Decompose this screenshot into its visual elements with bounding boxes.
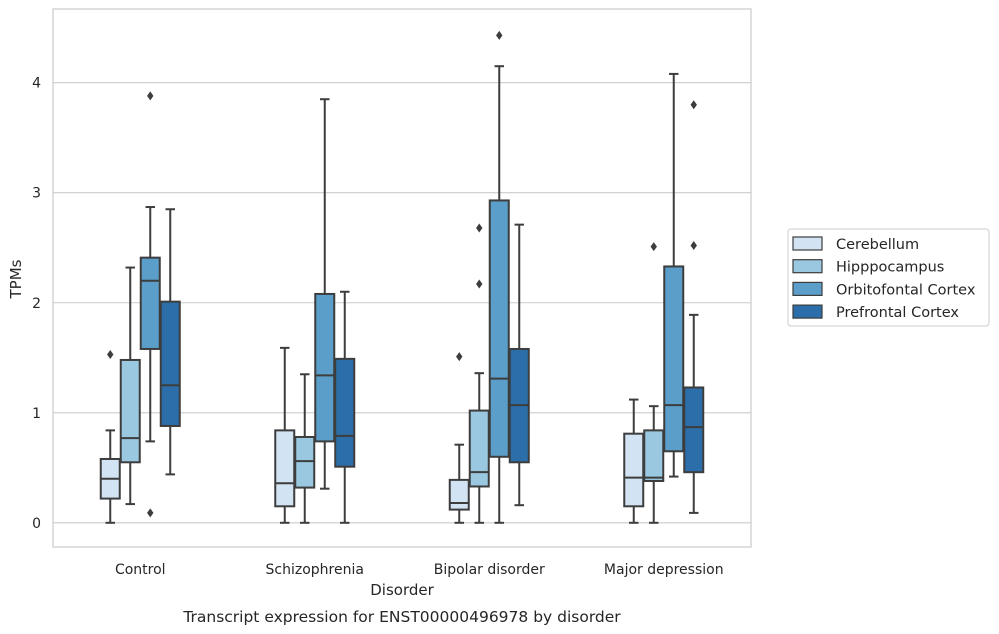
box <box>663 265 685 453</box>
x-tick-label: Schizophrenia <box>266 562 364 578</box>
y-tick-label: 2 <box>32 296 41 312</box>
x-axis-label: Disorder <box>370 581 434 599</box>
x-axis-ticks: Control Schizophrenia Bipolar disorder Majo… <box>115 562 724 578</box>
outlier-marker <box>690 100 697 110</box>
x-tick-label: Major depression <box>604 562 724 578</box>
box <box>274 429 296 508</box>
y-tick-label: 0 <box>32 516 41 532</box>
box-group <box>274 346 296 524</box>
box-group <box>448 352 470 524</box>
x-tick-label: Control <box>115 562 166 578</box>
legend-label: Orbitofontal Cortex <box>836 282 976 298</box>
y-axis-ticks: 0 1 2 3 4 <box>32 76 41 532</box>
outlier-marker <box>496 30 503 40</box>
box-group <box>468 223 490 524</box>
box <box>334 357 356 468</box>
legend-label: Prefrontal Cortex <box>836 305 959 321</box>
box <box>139 256 161 350</box>
legend-swatch <box>792 259 823 274</box>
box-group <box>508 223 530 507</box>
box-group <box>314 98 336 490</box>
outlier-marker <box>690 241 697 251</box>
legend: Cerebellum Hipppocampus Orbitofontal Corte… <box>787 228 990 327</box>
outlier-marker <box>147 508 154 518</box>
plot-frame <box>52 8 752 548</box>
box-group <box>643 242 665 524</box>
legend-label: Hipppocampus <box>836 260 944 276</box>
box <box>683 386 705 474</box>
legend-label: Cerebellum <box>836 237 919 253</box>
box <box>119 358 141 464</box>
outlier-marker <box>476 279 483 289</box>
box-group <box>139 91 161 518</box>
legend-frame <box>787 228 990 327</box>
y-tick-label: 3 <box>32 186 41 202</box>
box-group <box>119 266 141 506</box>
box-group <box>683 100 705 514</box>
outlier-marker <box>650 242 657 252</box>
x-tick-label: Bipolar disorder <box>434 562 545 578</box>
box-group <box>334 290 356 524</box>
box-group <box>159 208 181 476</box>
box <box>468 409 490 488</box>
box <box>314 292 336 443</box>
outlier-marker <box>476 223 483 233</box>
legend-swatch <box>792 304 823 319</box>
outlier-marker <box>456 352 463 362</box>
legend-swatch <box>792 236 823 251</box>
y-tick-label: 4 <box>32 76 41 92</box>
box <box>159 300 181 427</box>
box-group <box>488 30 510 524</box>
box <box>643 429 665 482</box>
box-groups <box>99 30 705 524</box>
y-tick-label: 1 <box>32 406 41 422</box>
outlier-marker <box>147 91 154 101</box>
box-group <box>294 373 316 524</box>
legend-swatch <box>792 281 823 296</box>
y-axis-label: TPMs <box>7 259 25 299</box>
box <box>488 199 510 458</box>
box-group <box>663 72 685 478</box>
chart-caption: Transcript expression for ENST0000049697… <box>182 608 621 626</box>
box <box>294 435 316 489</box>
box <box>448 478 470 511</box>
box-group <box>99 349 121 524</box>
outlier-marker <box>107 349 114 359</box>
box <box>623 432 645 508</box>
